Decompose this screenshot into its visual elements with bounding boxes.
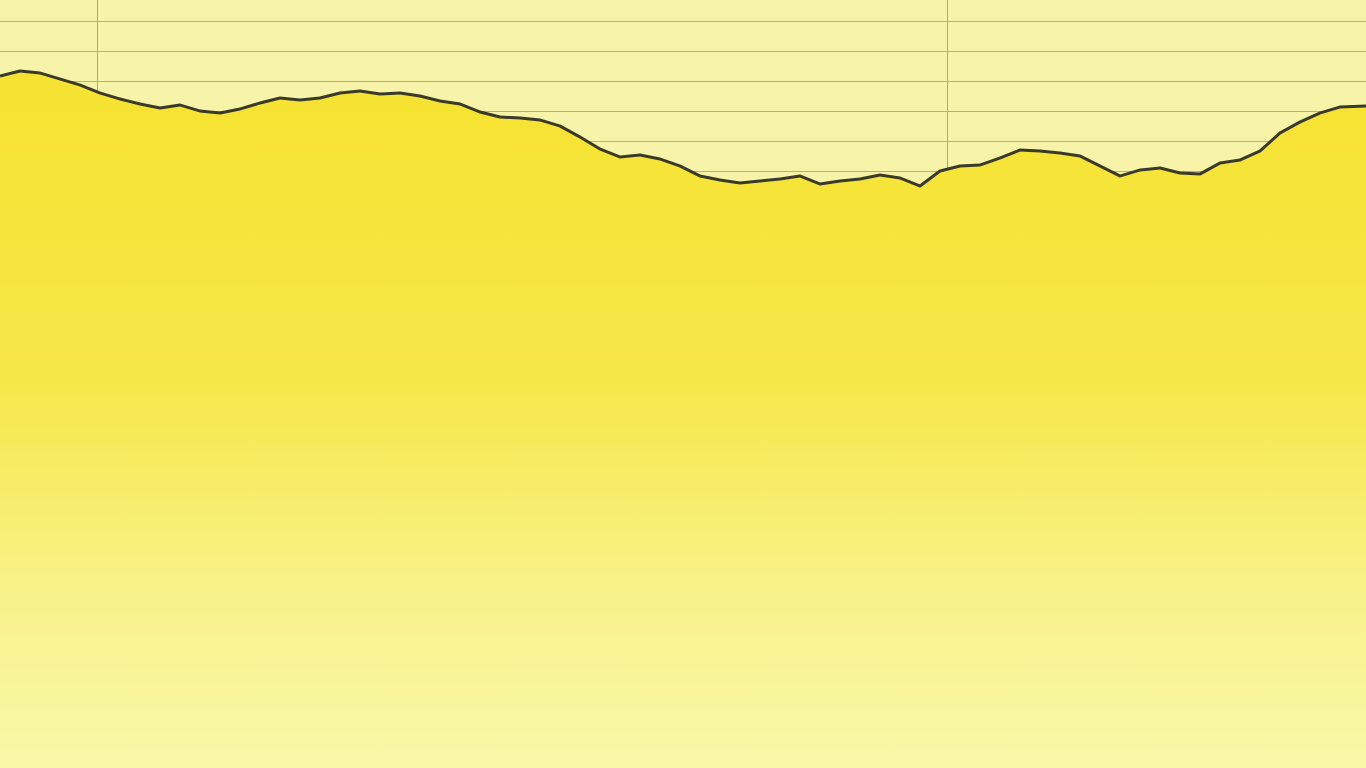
ruled-line bbox=[0, 111, 1366, 112]
ruled-line bbox=[0, 141, 1366, 142]
ruled-line bbox=[0, 51, 1366, 52]
ruled-line bbox=[0, 81, 1366, 82]
torn-paper-body bbox=[0, 71, 1366, 768]
margin-line-right bbox=[947, 0, 948, 200]
torn-edge-outline bbox=[0, 69, 1366, 188]
ruled-line bbox=[0, 21, 1366, 22]
